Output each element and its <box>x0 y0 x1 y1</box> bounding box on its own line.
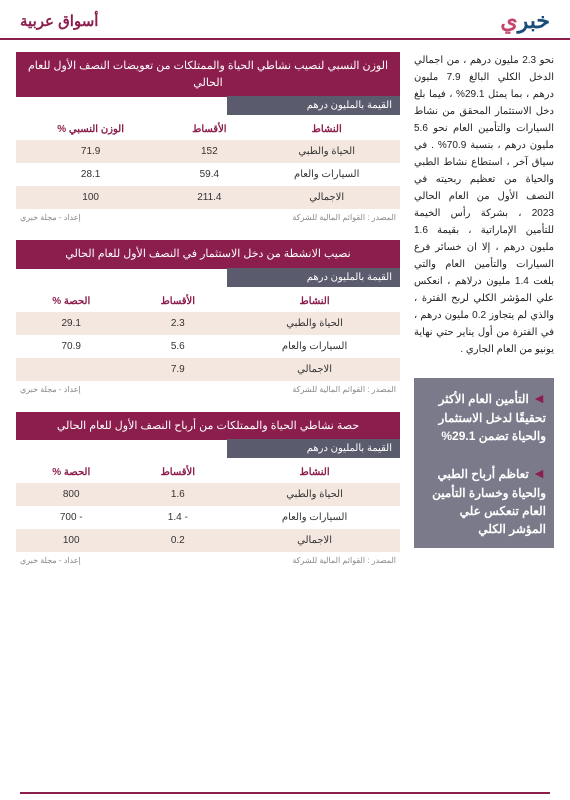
table-footer: المصدر : القوائم المالية للشركة إعداد - … <box>16 381 400 394</box>
logo-main: خبر <box>518 8 550 33</box>
callout-box: ◄ التأمين العام الأكثر تحقيقًا لدخل الاس… <box>414 378 554 548</box>
col-header: الأقساط <box>126 291 229 312</box>
callout-text: تعاظم أرباح الطبي والحياة وخسارة التأمين… <box>432 467 546 536</box>
callout-item: ◄ تعاظم أرباح الطبي والحياة وخسارة التأم… <box>422 463 546 538</box>
col-header: الوزن النسبي % <box>16 119 165 140</box>
col-header: الحصة % <box>16 462 126 483</box>
table-row: الاجمالي211.4100 <box>16 186 400 209</box>
table-credit: إعداد - مجلة خبري <box>20 213 81 222</box>
col-header: الأقساط <box>126 462 229 483</box>
section-title: أسواق عربية <box>20 12 98 30</box>
callout-text: التأمين العام الأكثر تحقيقًا لدخل الاستث… <box>439 392 547 443</box>
table-block-2: نصيب الانشطة من دخل الاستثمار في النصف ا… <box>16 240 400 394</box>
table-block-1: الوزن النسبي لنصيب نشاطي الحياة والممتلك… <box>16 52 400 222</box>
table-source: المصدر : القوائم المالية للشركة <box>292 556 396 565</box>
table-source: المصدر : القوائم المالية للشركة <box>292 213 396 222</box>
col-header: النشاط <box>229 291 400 312</box>
content-area: نحو 2.3 مليون درهم ، من اجمالي الدخل الك… <box>0 40 570 595</box>
table-row: الحياة والطبي2.329.1 <box>16 312 400 335</box>
tables-column: الوزن النسبي لنصيب نشاطي الحياة والممتلك… <box>16 52 400 583</box>
data-table: النشاط الأقساط الوزن النسبي % الحياة وال… <box>16 119 400 209</box>
table-source: المصدر : القوائم المالية للشركة <box>292 385 396 394</box>
col-header: النشاط <box>253 119 400 140</box>
table-row: الاجمالي0.2100 <box>16 529 400 552</box>
article-body: نحو 2.3 مليون درهم ، من اجمالي الدخل الك… <box>414 52 554 358</box>
table-subtitle: القيمة بالمليون درهم <box>227 268 400 287</box>
table-block-3: حصة نشاطي الحياة والممتلكات من أرباح الن… <box>16 412 400 566</box>
table-footer: المصدر : القوائم المالية للشركة إعداد - … <box>16 209 400 222</box>
data-table: النشاط الأقساط الحصة % الحياة والطبي1.68… <box>16 462 400 552</box>
col-header: الحصة % <box>16 291 126 312</box>
table-credit: إعداد - مجلة خبري <box>20 556 81 565</box>
logo-accent: ي <box>500 8 517 33</box>
table-row: الحياة والطبي1.6800 <box>16 483 400 506</box>
table-row: الاجمالي7.9 <box>16 358 400 381</box>
table-row: السيارات والعام- 1.4- 700 <box>16 506 400 529</box>
logo: خبري <box>500 8 550 34</box>
table-subtitle: القيمة بالمليون درهم <box>227 96 400 115</box>
table-title: نصيب الانشطة من دخل الاستثمار في النصف ا… <box>16 240 400 269</box>
table-subtitle: القيمة بالمليون درهم <box>227 439 400 458</box>
col-header: النشاط <box>229 462 400 483</box>
footer-rule <box>20 792 550 794</box>
col-header: الأقساط <box>165 119 253 140</box>
right-column: نحو 2.3 مليون درهم ، من اجمالي الدخل الك… <box>414 52 554 583</box>
callout-item: ◄ التأمين العام الأكثر تحقيقًا لدخل الاس… <box>422 388 546 445</box>
table-title: حصة نشاطي الحياة والممتلكات من أرباح الن… <box>16 412 400 441</box>
table-row: الحياة والطبي15271.9 <box>16 140 400 163</box>
page-header: خبري أسواق عربية <box>0 0 570 40</box>
table-credit: إعداد - مجلة خبري <box>20 385 81 394</box>
bullet-icon: ◄ <box>532 465 546 481</box>
table-row: السيارات والعام59.428.1 <box>16 163 400 186</box>
table-title: الوزن النسبي لنصيب نشاطي الحياة والممتلك… <box>16 52 400 97</box>
bullet-icon: ◄ <box>532 390 546 406</box>
table-row: السيارات والعام5.670.9 <box>16 335 400 358</box>
table-footer: المصدر : القوائم المالية للشركة إعداد - … <box>16 552 400 565</box>
data-table: النشاط الأقساط الحصة % الحياة والطبي2.32… <box>16 291 400 381</box>
